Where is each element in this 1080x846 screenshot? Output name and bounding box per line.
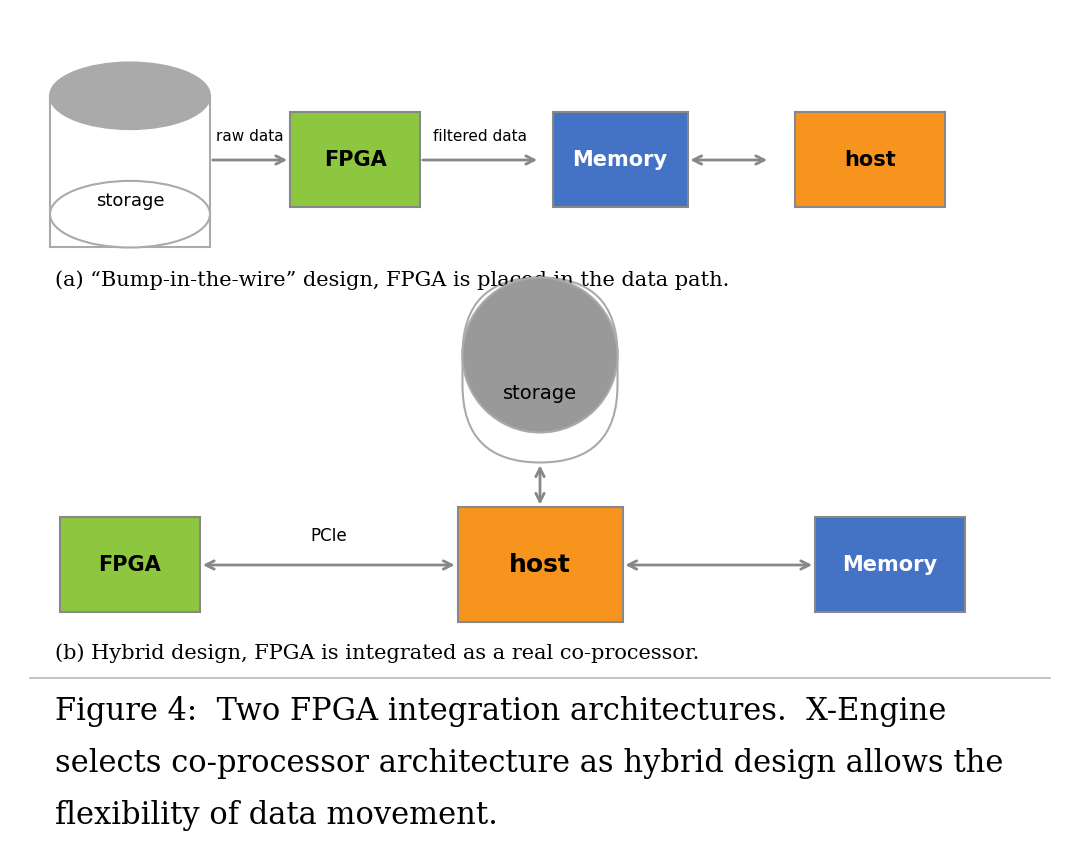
Text: flexibility of data movement.: flexibility of data movement. bbox=[55, 800, 498, 831]
Text: storage: storage bbox=[96, 192, 164, 211]
Text: Memory: Memory bbox=[842, 555, 937, 575]
FancyBboxPatch shape bbox=[462, 277, 618, 463]
Ellipse shape bbox=[50, 181, 210, 248]
Text: host: host bbox=[845, 150, 896, 170]
Text: storage: storage bbox=[503, 383, 577, 403]
Text: host: host bbox=[509, 553, 571, 577]
Text: filtered data: filtered data bbox=[433, 129, 527, 144]
Text: PCIe: PCIe bbox=[310, 527, 347, 545]
FancyBboxPatch shape bbox=[458, 508, 622, 623]
Text: Memory: Memory bbox=[572, 150, 667, 170]
Text: raw data: raw data bbox=[216, 129, 284, 144]
FancyBboxPatch shape bbox=[815, 518, 966, 613]
Text: Figure 4:  Two FPGA integration architectures.  X-Engine: Figure 4: Two FPGA integration architect… bbox=[55, 696, 946, 727]
FancyBboxPatch shape bbox=[553, 113, 688, 207]
FancyBboxPatch shape bbox=[291, 113, 420, 207]
Text: (b) Hybrid design, FPGA is integrated as a real co-processor.: (b) Hybrid design, FPGA is integrated as… bbox=[55, 643, 700, 662]
Text: FPGA: FPGA bbox=[98, 555, 161, 575]
Text: selects co-processor architecture as hybrid design allows the: selects co-processor architecture as hyb… bbox=[55, 748, 1003, 779]
Ellipse shape bbox=[462, 277, 618, 432]
Text: FPGA: FPGA bbox=[324, 150, 387, 170]
FancyBboxPatch shape bbox=[795, 113, 945, 207]
Ellipse shape bbox=[50, 63, 210, 129]
Text: (a) “Bump-in-the-wire” design, FPGA is placed in the data path.: (a) “Bump-in-the-wire” design, FPGA is p… bbox=[55, 270, 729, 289]
Bar bbox=[50, 96, 210, 248]
FancyBboxPatch shape bbox=[60, 518, 200, 613]
